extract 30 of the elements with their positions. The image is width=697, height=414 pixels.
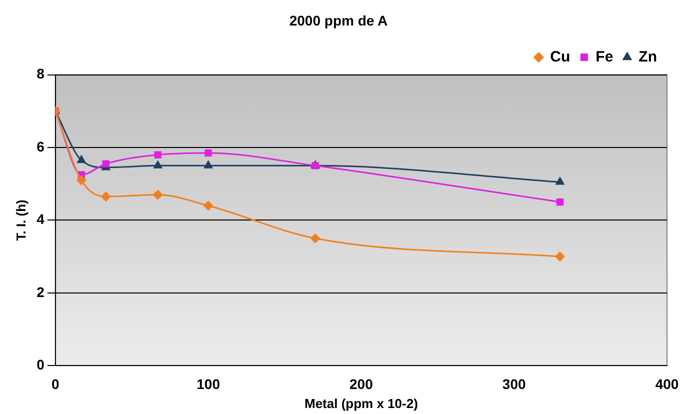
x-tick-label: 100	[196, 376, 220, 392]
point	[204, 160, 213, 168]
x-tick-label: 300	[502, 376, 526, 392]
y-tick-label: 6	[36, 138, 45, 154]
legend-label: Fe	[596, 48, 614, 66]
legend-label: Cu	[550, 48, 570, 66]
y-tick-label: 2	[36, 284, 45, 300]
point	[204, 200, 214, 210]
y-tick-label: 0	[36, 356, 45, 372]
point	[154, 151, 162, 158]
point	[204, 149, 212, 157]
point	[556, 177, 564, 185]
point	[101, 192, 111, 202]
y-tick-label: 4	[36, 211, 45, 228]
x-tick-label: 200	[350, 376, 374, 392]
point	[310, 234, 320, 244]
point	[102, 160, 110, 168]
point	[556, 198, 564, 206]
point	[77, 155, 86, 163]
x-tick-label: 0	[51, 376, 60, 392]
point	[76, 175, 86, 185]
legend-label: Zn	[638, 48, 658, 66]
x-tick-label: 400	[655, 376, 679, 392]
point	[153, 190, 163, 200]
chart-title: 2000 ppm de A	[289, 12, 388, 28]
y-tick-label: 8	[36, 66, 45, 82]
x-axis-title: Metal (ppm x 10-2)	[304, 396, 418, 411]
point	[154, 160, 162, 168]
point	[555, 252, 565, 262]
y-axis-title: T. I. (h)	[13, 200, 28, 241]
